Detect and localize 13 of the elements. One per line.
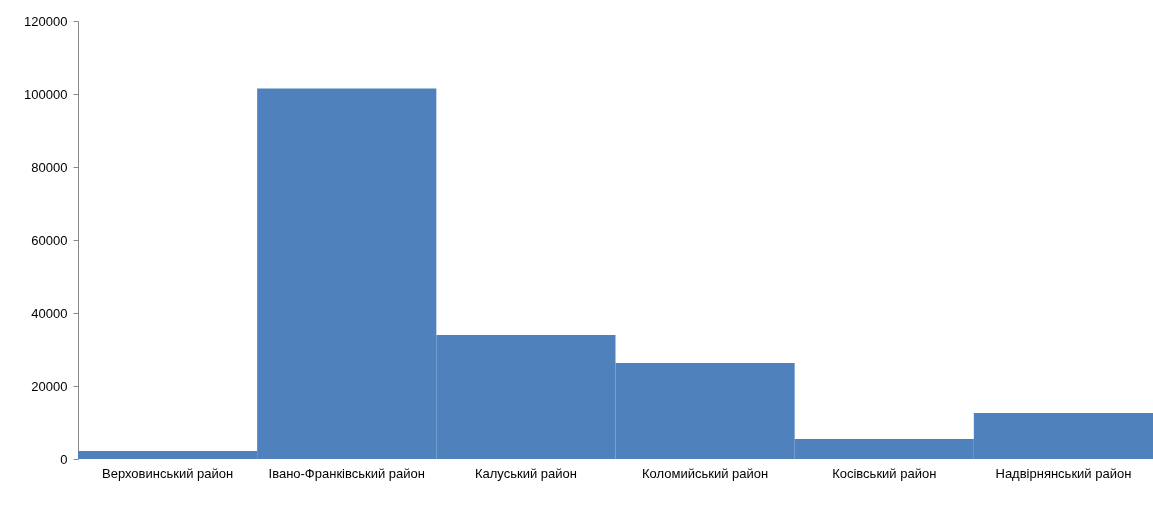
y-tick-label: 120000 — [24, 13, 68, 29]
y-tick-label: 20000 — [31, 378, 68, 394]
x-tick-label: Косівський район — [832, 465, 937, 481]
x-tick-label: Івано-Франківський район — [268, 465, 425, 481]
y-tick-label: 0 — [60, 451, 68, 467]
y-tick-label: 80000 — [31, 159, 68, 175]
y-tick-label: 60000 — [31, 232, 68, 248]
x-tick-label: Надвірнянський район — [995, 465, 1132, 481]
x-tick-label: Верховинський район — [102, 465, 234, 481]
y-tick-label: 100000 — [24, 86, 68, 102]
x-tick-label: Калуський район — [474, 465, 577, 481]
x-tick-label: Коломийський район — [642, 465, 769, 481]
y-tick-label: 40000 — [31, 305, 68, 321]
